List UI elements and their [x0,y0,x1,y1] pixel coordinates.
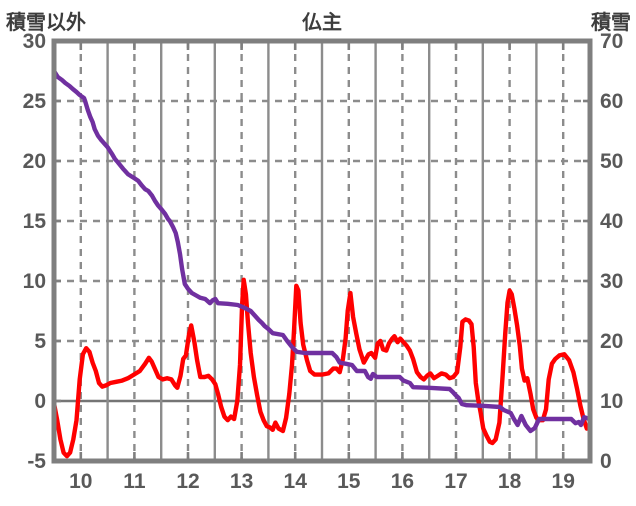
x-axis-tick-label: 12 [176,470,199,493]
left-axis-tick-label: -5 [27,450,46,473]
left-axis-tick-label: 10 [23,270,46,293]
right-axis-tick-label: 40 [600,210,623,233]
left-axis-tick-label: 30 [23,30,46,53]
series-snow-depth [51,68,592,434]
right-axis-tick-label: 30 [600,270,623,293]
right-axis-tick-label: 50 [600,150,623,173]
right-axis-title: 積雪 [591,12,631,34]
x-axis-tick-label: 16 [391,470,414,493]
x-axis-tick-label: 15 [337,470,361,493]
left-axis-tick-label: 5 [34,330,46,353]
x-axis-tick-label: 17 [444,470,467,493]
x-axis-tick-label: 13 [230,470,253,493]
left-axis-tick-label: 20 [23,150,46,173]
chart-title: 仏主 [302,12,342,34]
x-axis-tick-label: 19 [552,470,575,493]
right-axis-tick-label: 10 [600,390,623,413]
series-temperature [51,277,589,459]
x-axis-tick-label: 14 [284,470,308,493]
right-axis-tick-label: 60 [600,90,623,113]
left-axis-tick-label: 25 [23,90,47,113]
x-axis-tick-label: 18 [498,470,522,493]
left-axis-title: 積雪以外 [6,12,86,34]
plot-frame [51,38,593,464]
right-axis-tick-label: 20 [600,330,623,353]
left-axis-tick-label: 15 [23,210,47,233]
x-axis-tick-label: 10 [69,470,92,493]
right-axis-tick-label: 0 [600,450,612,473]
x-axis-tick-label: 11 [123,470,146,493]
right-axis-tick-label: 70 [600,30,623,53]
left-axis-tick-label: 0 [34,390,46,413]
